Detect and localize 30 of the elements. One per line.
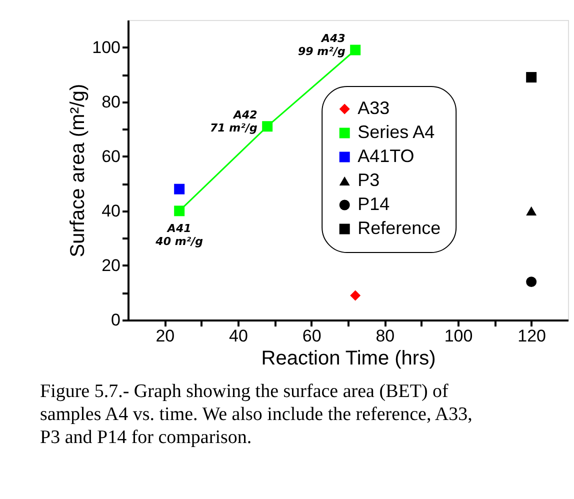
x-tick-label: 100 — [444, 326, 473, 346]
legend-label: Reference — [358, 218, 441, 238]
legend-label: P3 — [358, 170, 380, 190]
annotation: A41 40 m²/g — [154, 222, 204, 248]
legend-label: A33 — [358, 98, 390, 118]
x-tick-label: 80 — [376, 326, 395, 346]
point — [350, 290, 361, 301]
point — [174, 206, 185, 216]
point — [174, 184, 185, 194]
y-tick-label: 60 — [102, 146, 120, 166]
x-tick-label: 20 — [156, 326, 175, 346]
caption: Figure 5.7.- Graph showing the surface area (BET) of samples A4 vs. time. We also include the reference, A33, P3 and P14 for comparison. — [40, 381, 472, 448]
y-axis-title: Surface area (m²/g) — [67, 84, 90, 258]
x-axis-title: Reaction Time (hrs) — [261, 348, 436, 370]
y-tick-label: 100 — [92, 38, 120, 57]
legend-label: Series A4 — [358, 122, 435, 142]
x-tick-label: 120 — [518, 326, 546, 346]
legend-label: A41TO — [358, 146, 414, 166]
point — [526, 72, 537, 83]
annotation: A43 99 m²/g — [298, 32, 346, 58]
x-tick-label: 60 — [302, 326, 322, 346]
annotation: A42 71 m²/g — [210, 108, 258, 134]
y-tick-label: 80 — [102, 92, 120, 112]
legend-label: P14 — [358, 194, 390, 214]
y-tick-label: 40 — [102, 201, 120, 220]
y-tick-label: 20 — [102, 256, 120, 275]
y-tick-label: 0 — [111, 310, 120, 330]
point — [526, 276, 537, 288]
point — [526, 206, 537, 216]
x-tick-label: 40 — [229, 326, 248, 346]
